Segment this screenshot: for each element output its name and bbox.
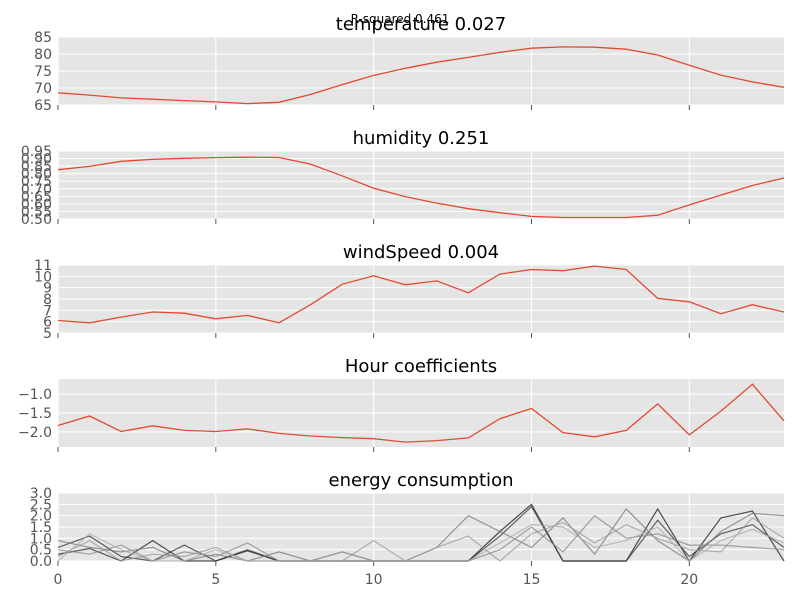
temperature-ytick-label: 70 (34, 81, 52, 97)
energy-consumption-ytick-label: 2.0 (30, 509, 52, 525)
hour-coefficients-ytick-label: −1.5 (18, 406, 52, 422)
humidity-panel: 0.500.550.600.650.700.750.800.850.900.95… (21, 128, 785, 228)
temperature-series-line-0 (57, 46, 785, 105)
humidity-title: humidity 0.251 (353, 128, 490, 149)
energy-consumption-panel: 0.00.51.01.52.02.53.0 0 5 10 15 20 energy cons… (30, 470, 785, 588)
hour-coefficients-panel: −2.0 −1.5 −1.0 Hour coefficients (18, 356, 785, 452)
windspeed-ytick-label: 7 (43, 303, 52, 319)
hour-coefficients-series-line-0 (57, 383, 785, 443)
energy-consumption-xtick-label: 20 (680, 572, 698, 588)
energy-consumption-ytick-label: 0.0 (30, 554, 52, 570)
humidity-series-line-0 (57, 156, 785, 219)
windspeed-ytick-label: 5 (43, 326, 52, 342)
humidity-ytick-label: 0.50 (21, 212, 52, 228)
energy-consumption-xtick-label: 15 (523, 572, 541, 588)
humidity-plot-area (58, 151, 784, 219)
energy-consumption-xtick-label: 5 (211, 572, 220, 588)
humidity-ytick-label: 0.95 (21, 144, 52, 160)
windspeed-ytick-label: 8 (43, 292, 52, 308)
energy-consumption-ytick-label: 2.5 (30, 497, 52, 513)
energy-consumption-xtick-label: 10 (365, 572, 383, 588)
windspeed-ytick-label: 9 (43, 281, 52, 297)
hour-coefficients-ytick-label: −1.0 (18, 387, 52, 403)
humidity-ytick-label: 0.85 (21, 159, 52, 175)
humidity-ytick-label: 0.60 (21, 197, 52, 213)
humidity-ytick-label: 0.90 (21, 152, 52, 168)
windspeed-series-line-0 (57, 265, 785, 324)
windspeed-ytick-label: 11 (34, 258, 52, 274)
temperature-ytick-label: 65 (34, 98, 52, 114)
temperature-ytick-label: 75 (34, 64, 52, 80)
energy-consumption-ytick-label: 3.0 (30, 486, 52, 502)
temperature-title: temperature 0.027 (336, 14, 506, 35)
humidity-ytick-label: 0.75 (21, 174, 52, 190)
hour-coefficients-ytick-label: −2.0 (18, 425, 52, 441)
windspeed-ytick-label: 6 (43, 315, 52, 331)
windspeed-title: windSpeed 0.004 (343, 242, 499, 263)
humidity-ytick-label: 0.80 (21, 167, 52, 183)
windspeed-ytick-label: 10 (34, 269, 52, 285)
energy-consumption-series-line-3 (57, 517, 785, 562)
energy-consumption-ytick-label: 0.5 (30, 543, 52, 559)
energy-consumption-title: energy consumption (329, 470, 514, 491)
energy-consumption-xtick-label: 0 (54, 572, 63, 588)
energy-consumption-ytick-label: 1.5 (30, 520, 52, 536)
hour-coefficients-title: Hour coefficients (345, 356, 497, 377)
humidity-ytick-label: 0.55 (21, 204, 52, 220)
humidity-ytick-label: 0.65 (21, 189, 52, 205)
figure-suptitle: R-squared 0.461 (351, 12, 450, 26)
temperature-ytick-label: 85 (34, 30, 52, 46)
humidity-ytick-label: 0.70 (21, 182, 52, 198)
temperature-ytick-label: 80 (34, 47, 52, 63)
energy-consumption-series-line-5 (57, 524, 785, 562)
energy-consumption-ytick-label: 1.0 (30, 531, 52, 547)
